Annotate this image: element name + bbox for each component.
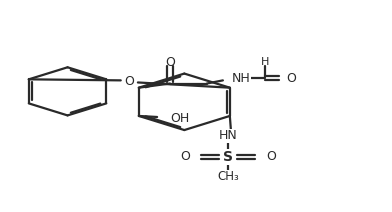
Text: O: O bbox=[180, 150, 190, 163]
Text: H: H bbox=[261, 57, 270, 67]
Text: OH: OH bbox=[170, 112, 189, 124]
Text: O: O bbox=[124, 75, 134, 88]
Text: O: O bbox=[266, 150, 276, 163]
Text: NH: NH bbox=[232, 72, 251, 85]
Text: CH₃: CH₃ bbox=[217, 170, 239, 183]
Text: S: S bbox=[223, 150, 233, 164]
Text: O: O bbox=[165, 56, 175, 69]
Text: O: O bbox=[287, 72, 297, 85]
Text: HN: HN bbox=[218, 129, 237, 142]
